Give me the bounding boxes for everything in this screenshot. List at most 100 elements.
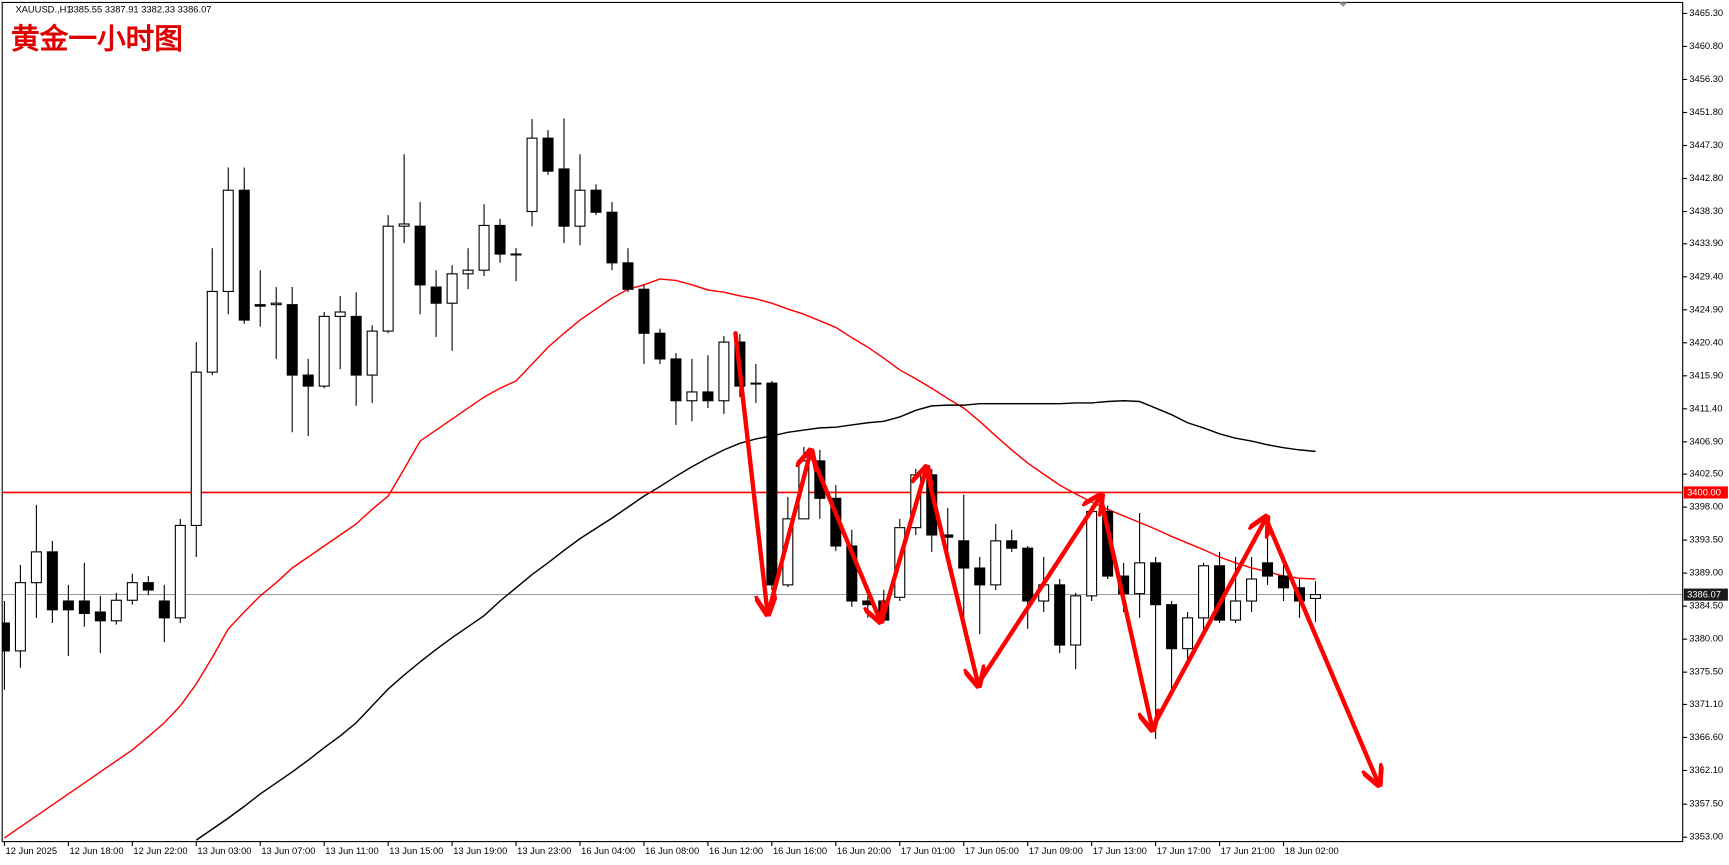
y-tick-label: 3420.40 [1689,337,1723,347]
candle-body [958,540,970,569]
candle-body [30,551,42,584]
candle-body [1230,600,1242,621]
x-tick-label: 16 Jun 20:00 [837,846,891,856]
y-tick-label: 3380.00 [1689,634,1723,644]
x-tick-label: 17 Jun 05:00 [965,846,1019,856]
y-tick-label: 3447.30 [1689,140,1723,150]
candle-body [270,302,282,306]
price-tag [1683,588,1728,601]
symbol: XAUUSD.,H1 [15,5,71,15]
y-tick-label: 3353.00 [1689,832,1723,842]
x-tick-label: 17 Jun 13:00 [1093,846,1147,856]
y-tick-label: 3384.50 [1689,601,1723,611]
candle-body [414,225,426,286]
x-tick-label: 17 Jun 01:00 [901,846,955,856]
candle-body [78,600,90,615]
candle-body [1246,578,1258,602]
candle-body [670,358,682,402]
x-tick-label: 18 Jun 02:00 [1285,846,1339,856]
candle-body [302,374,314,387]
candle-body [1150,562,1162,606]
candle-body [702,391,714,402]
candle-body [126,582,138,601]
candle-body [174,524,186,619]
candle-body [222,189,234,293]
candle-body [94,611,106,622]
y-tick-label: 3393.50 [1689,535,1723,545]
y-tick-label: 3371.10 [1689,699,1723,709]
candle-body [190,371,202,527]
candle-body [350,315,362,376]
y-tick-label: 3465.30 [1689,8,1723,18]
candle-body [638,288,650,334]
candle-body [382,225,394,332]
y-tick-label: 3438.30 [1689,206,1723,216]
candle-body [254,304,266,307]
candle-body [158,600,170,619]
x-tick-label: 13 Jun 19:00 [453,846,507,856]
x-tick-label: 16 Jun 08:00 [645,846,699,856]
candle-body [14,582,26,652]
y-tick-label: 3362.10 [1689,765,1723,775]
arrow [1263,516,1378,784]
candle-body [654,332,666,360]
x-tick-label: 16 Jun 16:00 [773,846,827,856]
candle-body [1006,540,1018,549]
candle-body [574,189,586,227]
arrow [808,450,879,620]
y-tick-label: 3429.40 [1689,271,1723,281]
candle-body [542,137,554,172]
candle-body [622,262,634,290]
x-tick-label: 13 Jun 15:00 [389,846,443,856]
candle-body [142,582,154,591]
candle-body [526,137,538,213]
y-tick-label: 3424.90 [1689,304,1723,314]
candle-body [1022,547,1034,602]
y-tick-label: 3442.80 [1689,173,1723,183]
candle-body [478,224,490,271]
x-tick-label: 13 Jun 07:00 [261,846,315,856]
x-tick-label: 17 Jun 17:00 [1157,846,1211,856]
x-tick-label: 13 Jun 03:00 [197,846,251,856]
candle-body [430,286,442,304]
x-tick-label: 16 Jun 04:00 [581,846,635,856]
candle-body [718,341,730,402]
plot-frame [1,1,1684,843]
y-tick-label: 3406.90 [1689,436,1723,446]
y-tick-label: 3456.30 [1689,74,1723,84]
price-tag-label: 3386.07 [1687,590,1721,600]
shift-marker [1338,2,1348,7]
candle-body [462,269,474,275]
y-tick-label: 3415.90 [1689,370,1723,380]
candle-body [1166,604,1178,650]
candle-body [446,273,458,304]
candle-body [2,622,10,652]
candle-body [238,189,250,321]
y-tick-label: 3411.40 [1689,403,1722,413]
candle-body [990,540,1002,586]
candle-body [1086,510,1098,597]
candle-body [1182,617,1194,650]
candle-body [750,382,762,385]
candle-body [510,253,522,256]
x-tick-label: 12 Jun 18:00 [69,846,123,856]
candle-body [606,211,618,264]
candle-body [62,600,74,611]
x-tick-label: 17 Jun 09:00 [1029,846,1083,856]
price-tag-label: 3400.00 [1687,487,1721,497]
y-tick-label: 3451.80 [1689,107,1723,117]
candle-body [286,304,298,376]
candle-body [46,551,58,611]
arrow [879,469,926,623]
y-tick-label: 3357.50 [1689,799,1723,809]
y-tick-label: 3402.50 [1689,469,1723,479]
chart-title: 黄金一小时图 [11,23,183,56]
y-tick-label: 3389.00 [1689,568,1723,578]
candle-body [558,168,570,227]
arrow [766,452,811,615]
y-tick-label: 3398.00 [1689,502,1723,512]
y-tick-label: 3433.90 [1689,238,1723,248]
y-tick-label: 3375.50 [1689,667,1723,677]
y-tick-label: 3366.60 [1689,732,1723,742]
